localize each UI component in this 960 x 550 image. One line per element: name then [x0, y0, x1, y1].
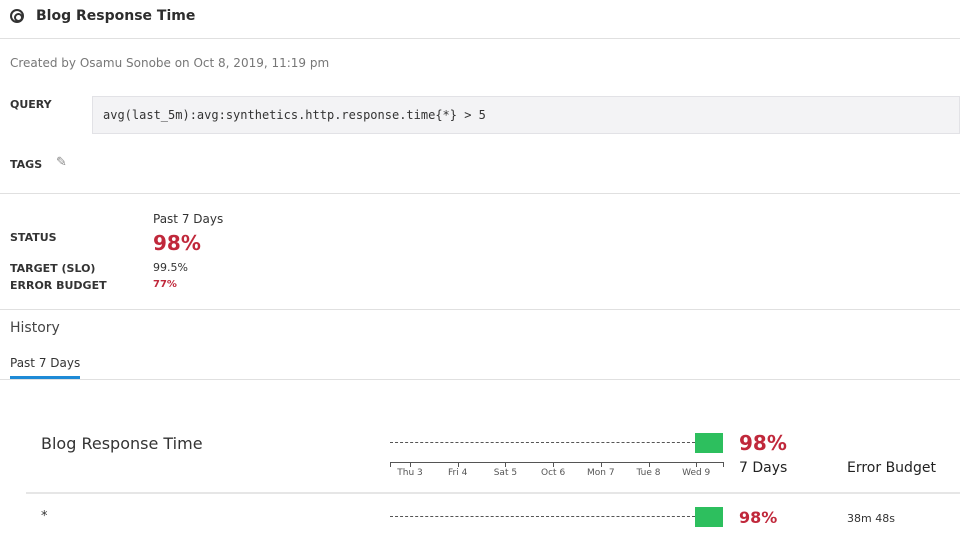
query-value: avg(last_5m):avg:synthetics.http.respons… [92, 96, 960, 134]
divider [0, 38, 960, 39]
axis-tick [648, 462, 650, 467]
axis-tick [600, 462, 602, 467]
error-budget-label: ERROR BUDGET [10, 279, 107, 292]
monitor-logo-icon [10, 9, 24, 23]
target-value: 99.5% [153, 261, 188, 274]
axis-tick [505, 462, 507, 467]
group-value: 98% [739, 508, 778, 527]
slo-value: 98% [739, 431, 787, 455]
group-error-budget: 38m 48s [847, 512, 895, 525]
page-title: Blog Response Time [36, 8, 196, 24]
status-value: 98% [153, 231, 201, 255]
tags-label: TAGS [10, 158, 43, 171]
target-label: TARGET (SLO) [10, 262, 96, 275]
query-label: QUERY [10, 98, 52, 111]
axis-tick-label: Oct 6 [541, 468, 566, 478]
axis-tick-label: Sat 5 [493, 468, 518, 478]
divider [0, 379, 960, 380]
group-name: * [41, 509, 48, 524]
axis-tick-label: Mon 7 [587, 468, 615, 478]
slo-name: Blog Response Time [41, 434, 203, 453]
axis-tick [723, 462, 724, 467]
axis-tick [553, 462, 555, 467]
divider [0, 309, 960, 310]
status-label: STATUS [10, 231, 57, 244]
axis-tick [390, 462, 391, 467]
axis-tick-label: Wed 9 [682, 468, 711, 478]
tab-past-7-days[interactable]: Past 7 Days [10, 356, 81, 379]
uptime-line [390, 516, 695, 517]
divider [26, 492, 960, 494]
axis-tick [457, 462, 459, 467]
col-error-budget: Error Budget [847, 460, 936, 476]
axis-tick-label: Thu 3 [397, 468, 423, 478]
time-axis [390, 462, 724, 463]
uptime-bar-segment[interactable] [695, 433, 723, 453]
created-by-text: Created by Osamu Sonobe on Oct 8, 2019, … [10, 56, 330, 70]
axis-tick [696, 462, 698, 467]
uptime-line [390, 442, 695, 443]
uptime-bar-segment[interactable] [695, 507, 723, 527]
divider [0, 193, 960, 194]
axis-tick-label: Tue 8 [636, 468, 661, 478]
pencil-icon[interactable]: ✎ [56, 155, 67, 170]
axis-tick-label: Fri 4 [448, 468, 468, 478]
col-7-days: 7 Days [739, 460, 788, 476]
history-title: History [10, 320, 60, 336]
axis-tick [410, 462, 411, 467]
error-budget-value: 77% [153, 279, 177, 290]
status-period: Past 7 Days [153, 212, 224, 226]
